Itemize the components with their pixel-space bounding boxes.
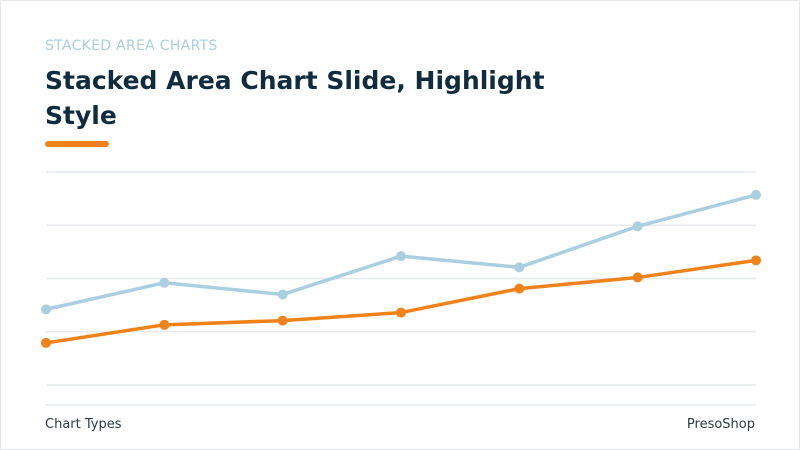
data-point [751, 255, 761, 266]
data-point [751, 189, 761, 200]
data-point [632, 221, 643, 232]
data-point [41, 337, 51, 348]
data-point [41, 304, 51, 315]
data-point [514, 262, 525, 273]
data-point [159, 319, 170, 330]
footer-right: PresoShop [686, 417, 755, 432]
data-point [514, 283, 525, 294]
title-underline [45, 141, 109, 147]
data-point [396, 307, 406, 318]
subtitle: STACKED AREA CHARTS [45, 38, 218, 54]
data-point [277, 315, 288, 326]
footer-left: Chart Types [45, 417, 122, 432]
data-point [277, 289, 288, 300]
title: Stacked Area Chart Slide, Highlight Styl… [45, 66, 545, 130]
data-point [159, 277, 170, 288]
series-line [45, 258, 757, 345]
data-point [396, 251, 406, 262]
data-point [632, 272, 643, 283]
